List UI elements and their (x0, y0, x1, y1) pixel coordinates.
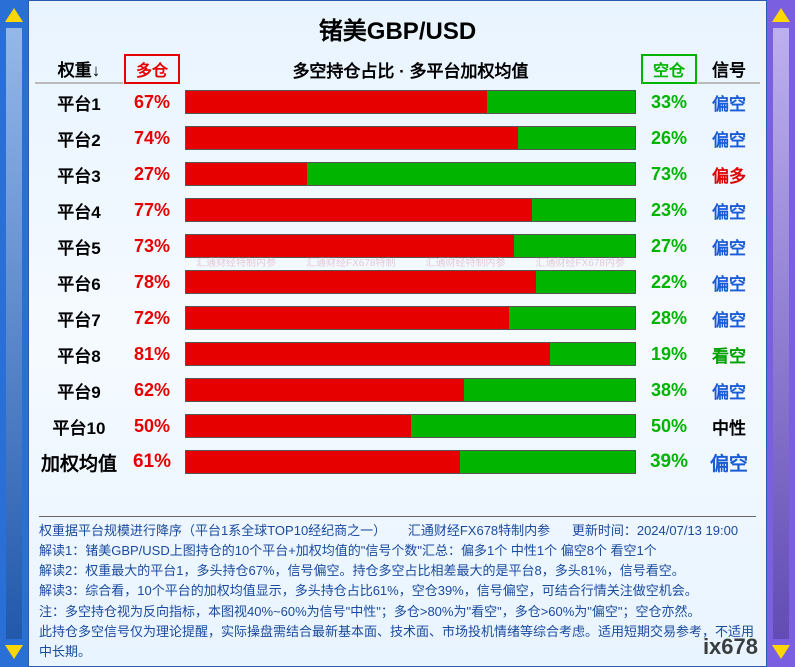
footer-reading-1: 解读1：锗美GBP/USD上图持仓的10个平台+加权均值的"信号个数"汇总：偏多… (39, 541, 756, 561)
signal-value: 看空 (698, 336, 760, 372)
brand-watermark: ix678 (703, 634, 758, 660)
signal-value: 偏多 (698, 156, 760, 192)
footer-note-2: 此持仓多空信号仅为理论提醒，实际操盘需结合最新基本面、技术面、市场投机情绪等综合… (39, 622, 756, 662)
position-bar (185, 300, 636, 336)
position-bar (185, 156, 636, 192)
footer-reading-2: 解读2：权重最大的平台1，多头持仓67%，信号偏空。持仓多空占比相差最大的是平台… (39, 561, 756, 581)
long-percent: 73% (123, 228, 181, 264)
long-percent: 27% (123, 156, 181, 192)
bar-short-segment (536, 271, 635, 293)
bar-short-segment (487, 91, 635, 113)
position-bar (185, 84, 636, 120)
short-percent: 22% (640, 264, 698, 300)
row-label: 平台1 (35, 84, 123, 120)
arrow-up-icon (5, 8, 23, 22)
row-label: 平台2 (35, 120, 123, 156)
signal-value: 偏空 (698, 372, 760, 408)
bar-long-segment (186, 415, 411, 437)
signal-value: 偏空 (698, 444, 760, 480)
long-percent: 50% (123, 408, 181, 444)
row-label: 加权均值 (35, 444, 123, 480)
short-percent: 33% (640, 84, 698, 120)
signal-value: 偏空 (698, 192, 760, 228)
footer-note-1: 注：多空持仓视为反向指标，本图视40%~60%为信号"中性"；多仓>80%为"看… (39, 602, 756, 622)
chart-body: 权重↓ 平台1平台2平台3平台4平台5平台6平台7平台8平台9平台10加权均值 … (29, 54, 766, 508)
signal-value: 偏空 (698, 264, 760, 300)
short-percent: 39% (640, 444, 698, 480)
bar-long-segment (186, 163, 307, 185)
header-weight: 权重↓ (35, 54, 123, 84)
signal-value: 偏空 (698, 120, 760, 156)
long-percent: 78% (123, 264, 181, 300)
arrow-down-icon (5, 645, 23, 659)
long-percent: 81% (123, 336, 181, 372)
row-label: 平台8 (35, 336, 123, 372)
chart-title: 锗美GBP/USD (29, 1, 766, 54)
bar-short-segment (307, 163, 635, 185)
signal-value: 偏空 (698, 84, 760, 120)
position-bar (185, 444, 636, 480)
side-decoration-right (767, 0, 795, 667)
footer-meta: 权重据平台规模进行降序（平台1系全球TOP10经纪商之一） 汇通财经FX678特… (39, 521, 756, 541)
watermark-row: 汇通财经特制内参汇通财经FX678特制汇通财经特制内参汇通财经FX678内参 (181, 254, 640, 269)
main-panel: 锗美GBP/USD 权重↓ 平台1平台2平台3平台4平台5平台6平台7平台8平台… (28, 0, 767, 667)
short-percent: 26% (640, 120, 698, 156)
position-bar (185, 192, 636, 228)
side-bar-right (773, 28, 789, 639)
long-percent: 62% (123, 372, 181, 408)
long-percent: 77% (123, 192, 181, 228)
row-label: 平台3 (35, 156, 123, 192)
bar-short-segment (460, 451, 635, 473)
bar-long-segment (186, 199, 532, 221)
position-bar (185, 336, 636, 372)
bar-short-segment (532, 199, 635, 221)
bar-long-segment (186, 271, 536, 293)
short-percent: 73% (640, 156, 698, 192)
row-label: 平台4 (35, 192, 123, 228)
bar-short-segment (509, 307, 635, 329)
header-signal: 信号 (698, 54, 760, 84)
position-bar (185, 408, 636, 444)
header-short: 空仓 (640, 54, 698, 84)
arrow-down-icon (772, 645, 790, 659)
row-label: 平台6 (35, 264, 123, 300)
row-label: 平台9 (35, 372, 123, 408)
bar-long-segment (186, 379, 464, 401)
arrow-up-icon (772, 8, 790, 22)
short-percent: 27% (640, 228, 698, 264)
position-bar (185, 372, 636, 408)
short-percent: 28% (640, 300, 698, 336)
signal-value: 中性 (698, 408, 760, 444)
side-bar-left (6, 28, 22, 639)
bar-long-segment (186, 307, 509, 329)
bar-short-segment (464, 379, 635, 401)
long-percent: 72% (123, 300, 181, 336)
long-percent: 67% (123, 84, 181, 120)
short-percent: 19% (640, 336, 698, 372)
position-bar (185, 120, 636, 156)
footer-reading-3: 解读3：综合看，10个平台的加权均值显示，多头持仓占比61%，空仓39%，信号偏… (39, 581, 756, 601)
bar-short-segment (550, 343, 635, 365)
header-long: 多仓 (123, 54, 181, 84)
bar-long-segment (186, 127, 518, 149)
bar-long-segment (186, 343, 550, 365)
signal-value: 偏空 (698, 300, 760, 336)
position-bar (185, 264, 636, 300)
bar-long-segment (186, 91, 487, 113)
bar-short-segment (411, 415, 636, 437)
long-percent: 61% (123, 444, 181, 480)
side-decoration-left (0, 0, 28, 667)
short-percent: 50% (640, 408, 698, 444)
row-label: 平台7 (35, 300, 123, 336)
bar-short-segment (518, 127, 635, 149)
footer-notes: 权重据平台规模进行降序（平台1系全球TOP10经纪商之一） 汇通财经FX678特… (29, 508, 766, 666)
long-percent: 74% (123, 120, 181, 156)
short-percent: 38% (640, 372, 698, 408)
row-label: 平台10 (35, 408, 123, 444)
bar-long-segment (186, 451, 460, 473)
signal-value: 偏空 (698, 228, 760, 264)
row-label: 平台5 (35, 228, 123, 264)
chart-subtitle: 多空持仓占比 · 多平台加权均值 (185, 54, 636, 84)
short-percent: 23% (640, 192, 698, 228)
